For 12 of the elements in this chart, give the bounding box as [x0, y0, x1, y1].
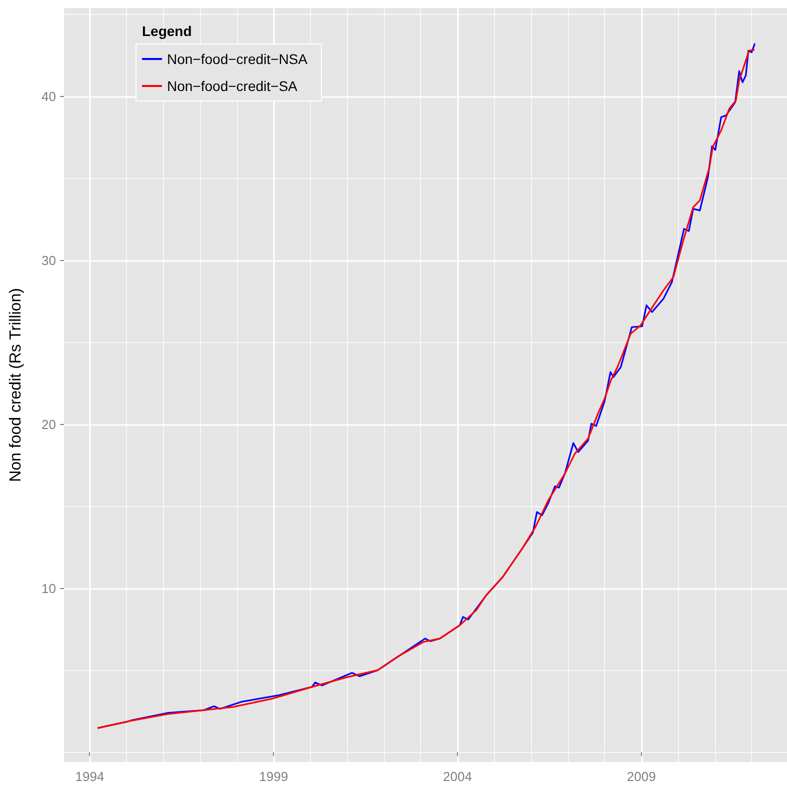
y-axis-title: Non food credit (Rs Trillion) — [8, 288, 24, 482]
y-tick-label: 40 — [42, 89, 56, 104]
legend-label: Non−food−credit−NSA — [167, 51, 308, 67]
x-tick-label: 2009 — [626, 769, 656, 784]
x-tick-label: 2004 — [443, 769, 472, 784]
legend-title: Legend — [142, 23, 192, 39]
x-tick-label: 1999 — [259, 769, 288, 784]
y-tick-label: 30 — [42, 252, 56, 268]
y-tick-label: 20 — [42, 416, 56, 432]
legend-label: Non−food−credit−SA — [167, 78, 298, 94]
y-tick-label: 10 — [42, 580, 56, 596]
x-tick-label: 1994 — [75, 769, 104, 784]
